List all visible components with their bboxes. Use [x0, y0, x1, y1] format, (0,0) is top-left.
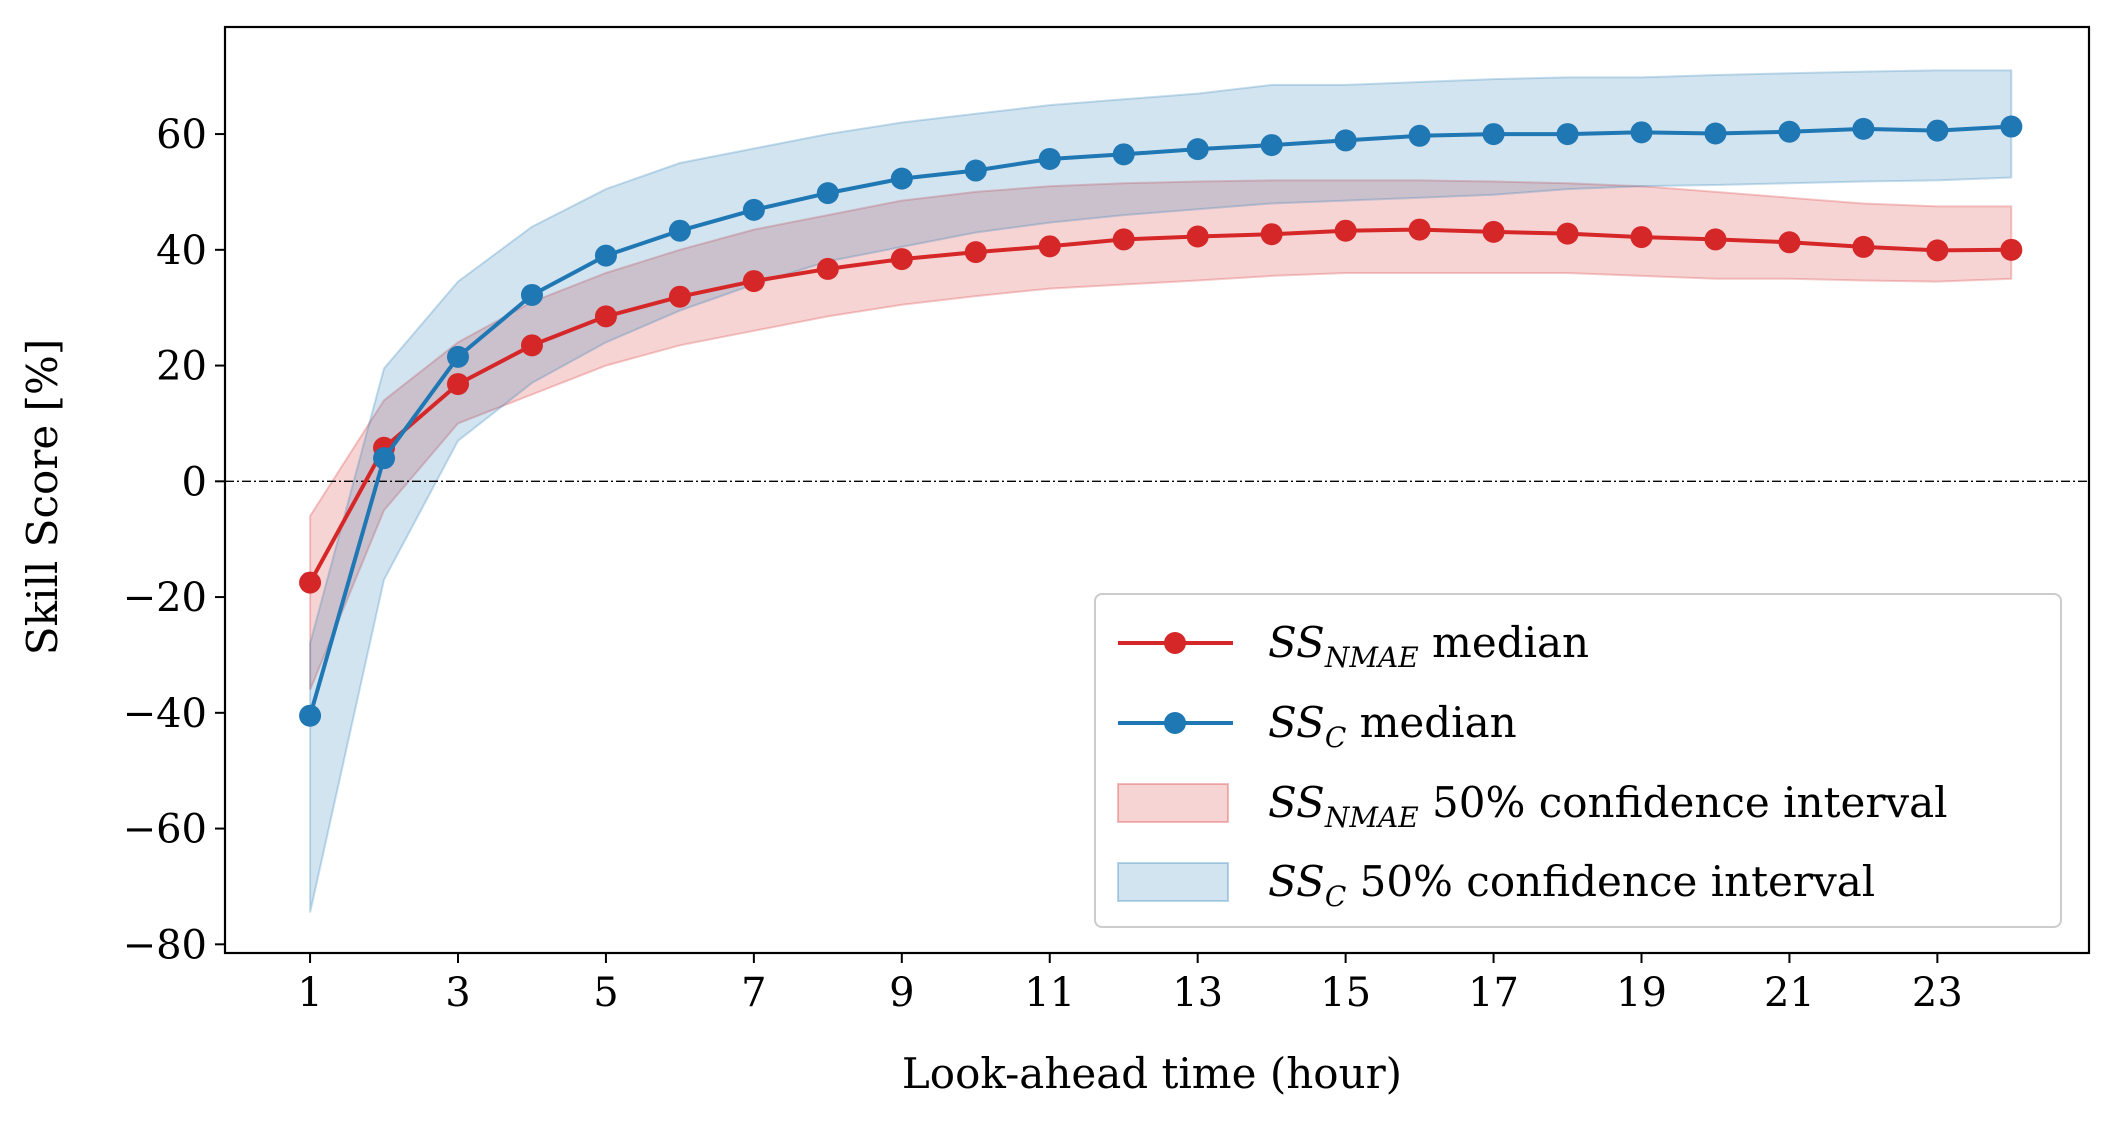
- x-tick-label: 21: [1764, 970, 1815, 1016]
- data-point-c-h4: [520, 283, 543, 306]
- data-point-nmae-h14: [1260, 223, 1283, 246]
- data-point-nmae-h15: [1334, 219, 1357, 242]
- median-line-nmae: [308, 227, 2012, 584]
- data-point-c-h12: [1112, 143, 1135, 166]
- data-point-c-h5: [594, 244, 617, 267]
- legend-label-c-median: SSC median: [1268, 698, 1517, 754]
- data-point-c-h23: [1926, 119, 1949, 142]
- legend-label-c-interval: SSC 50% confidence interval: [1268, 857, 1875, 913]
- x-tick-label: 9: [889, 970, 914, 1016]
- data-point-c-h8: [816, 182, 839, 205]
- legend-patch-c-interval: [1117, 862, 1229, 902]
- legend-marker-nmae-median: [1164, 632, 1186, 654]
- data-point-nmae-h19: [1630, 226, 1653, 249]
- x-tick-label: 3: [445, 970, 470, 1016]
- legend-marker-c-median: [1164, 712, 1186, 734]
- data-point-nmae-h5: [594, 305, 617, 328]
- x-tick-label: 17: [1468, 970, 1519, 1016]
- data-point-c-h2: [373, 447, 396, 470]
- data-point-c-h9: [890, 167, 913, 190]
- data-point-c-h20: [1704, 122, 1727, 145]
- x-axis-label: Look-ahead time (hour): [902, 1049, 1402, 1098]
- x-tick-label: 11: [1024, 970, 1075, 1016]
- data-point-c-h3: [447, 345, 469, 368]
- data-point-nmae-h4: [520, 334, 543, 357]
- y-tick-label: −20: [123, 575, 207, 621]
- data-point-c-h15: [1334, 129, 1357, 152]
- data-point-nmae-h10: [964, 241, 987, 264]
- confidence-band-nmae: [309, 179, 2013, 691]
- legend-label-nmae-median: SSNMAE median: [1268, 618, 1589, 674]
- x-tick-label: 7: [741, 970, 766, 1016]
- data-point-c-h16: [1408, 124, 1431, 147]
- y-tick-label: −60: [123, 807, 207, 853]
- x-tick-label: 13: [1172, 970, 1223, 1016]
- data-point-nmae-h7: [742, 270, 765, 293]
- data-point-c-h17: [1482, 123, 1505, 146]
- median-lines: [299, 115, 2023, 727]
- data-point-nmae-h16: [1408, 218, 1431, 241]
- data-point-nmae-h12: [1112, 228, 1135, 251]
- legend-box: [1094, 593, 2062, 928]
- legend: SSNMAE median SSC median SSNMAE 50% confid…: [1094, 593, 2062, 928]
- data-point-c-h19: [1630, 121, 1653, 144]
- x-tick-label: 15: [1320, 970, 1371, 1016]
- data-point-nmae-h13: [1186, 225, 1209, 248]
- x-tick-label: 5: [593, 970, 618, 1016]
- data-point-c-h10: [964, 159, 987, 182]
- data-point-nmae-h21: [1778, 231, 1801, 254]
- x-tick-label: 1: [297, 970, 322, 1016]
- data-point-nmae-h6: [668, 285, 691, 308]
- legend-label-nmae-interval: SSNMAE 50% confidence interval: [1268, 778, 1948, 834]
- data-point-c-h1: [299, 704, 322, 727]
- data-point-nmae-h9: [890, 248, 913, 271]
- x-tick-label: 19: [1616, 970, 1667, 1016]
- y-tick-label: 20: [156, 344, 207, 390]
- data-point-c-h6: [668, 219, 691, 242]
- data-point-c-h13: [1186, 138, 1209, 161]
- legend-patch-nmae-interval: [1117, 783, 1229, 823]
- data-point-c-h18: [1556, 123, 1579, 146]
- y-tick-label: 60: [156, 112, 207, 158]
- data-point-nmae-h18: [1556, 222, 1579, 245]
- data-point-c-h22: [1852, 117, 1875, 140]
- y-tick-label: 40: [156, 228, 207, 274]
- data-point-nmae-h8: [816, 257, 839, 280]
- plot-frame: [223, 25, 2091, 955]
- data-point-c-h24: [2000, 115, 2023, 138]
- data-point-nmae-h1: [299, 571, 322, 594]
- data-point-nmae-h3: [447, 373, 469, 396]
- y-tick-label: −80: [123, 922, 207, 968]
- data-point-c-h11: [1038, 147, 1061, 170]
- data-point-nmae-h23: [1926, 239, 1949, 262]
- data-point-c-h7: [742, 198, 765, 221]
- data-point-c-h14: [1260, 134, 1283, 157]
- median-line-c: [308, 124, 2012, 717]
- data-point-nmae-h11: [1038, 235, 1061, 258]
- data-point-nmae-h24: [2000, 238, 2023, 261]
- y-axis-label: Skill Score [%]: [18, 339, 67, 655]
- data-point-nmae-h22: [1852, 235, 1875, 258]
- data-point-nmae-h17: [1482, 220, 1505, 243]
- x-tick-label: 23: [1912, 970, 1963, 1016]
- data-point-nmae-h20: [1704, 228, 1727, 251]
- y-tick-label: −40: [123, 691, 207, 737]
- data-point-c-h21: [1778, 120, 1801, 143]
- y-tick-label: 0: [182, 459, 207, 505]
